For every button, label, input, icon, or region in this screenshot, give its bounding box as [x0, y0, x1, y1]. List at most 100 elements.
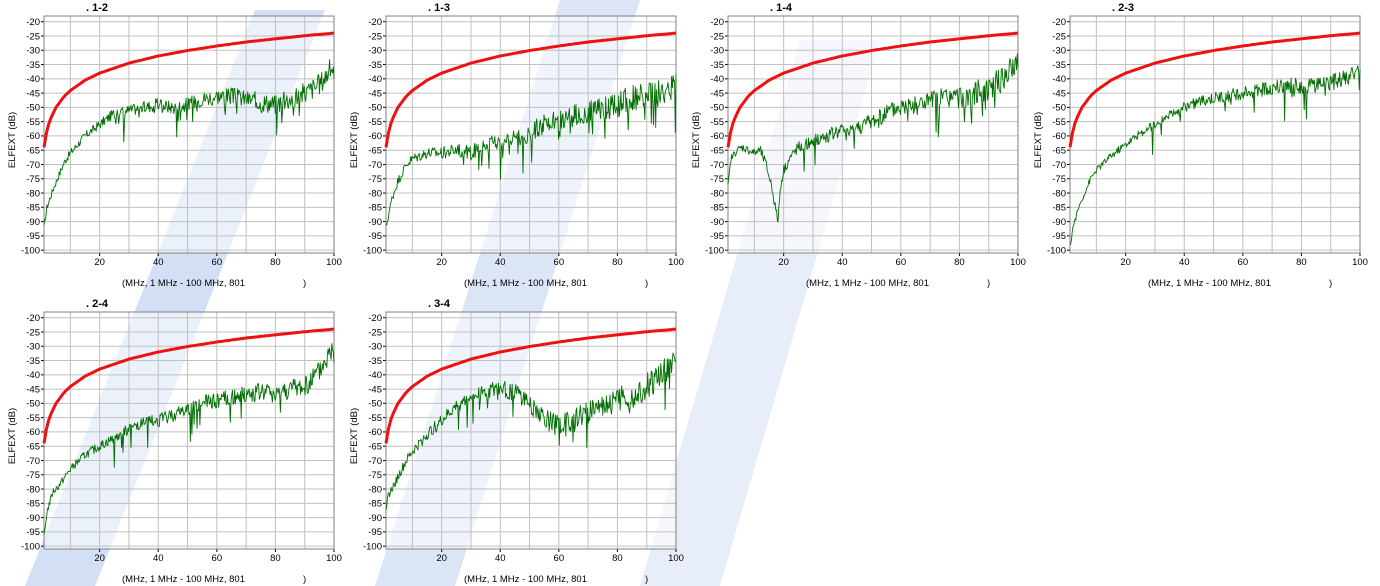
- y-tick-label: -60: [26, 427, 40, 438]
- y-tick-label: -20: [1052, 17, 1066, 28]
- measured-series-line: [43, 343, 335, 535]
- x-axis-label-close: ): [1329, 278, 1332, 289]
- chart-svg-1-2: . 1-2 ELFEXT (dB) (MHz, 1 MHz - 100 MHz,…: [7, 2, 342, 289]
- x-tick-label: 20: [778, 257, 789, 268]
- chart-panel-3-4: . 3-4 ELFEXT (dB) (MHz, 1 MHz - 100 MHz,…: [342, 296, 684, 586]
- measured-series-line: [385, 74, 677, 226]
- x-tick-label: 100: [326, 257, 342, 268]
- y-tick-label: -75: [1052, 174, 1066, 185]
- limit-series-line: [384, 31, 677, 148]
- x-tick-label: 20: [1120, 257, 1131, 268]
- y-axis-label: ELFEXT (dB): [349, 112, 360, 168]
- x-axis-label: (MHz, 1 MHz - 100 MHz, 801: [122, 574, 245, 585]
- y-tick-label: -85: [26, 499, 40, 510]
- y-tick-label: -50: [26, 399, 40, 410]
- y-tick-label: -55: [26, 117, 40, 128]
- y-tick-label: -20: [368, 17, 382, 28]
- y-tick-label: -65: [26, 442, 40, 453]
- y-tick-label: -65: [1052, 146, 1066, 157]
- x-tick-label: 40: [1179, 257, 1190, 268]
- x-tick-label: 60: [554, 553, 565, 564]
- x-tick-label: 40: [837, 257, 848, 268]
- chart-svg-2-4: . 2-4 ELFEXT (dB) (MHz, 1 MHz - 100 MHz,…: [7, 298, 342, 585]
- y-axis-label: ELFEXT (dB): [1033, 112, 1044, 168]
- plot-area: [728, 16, 1018, 253]
- limit-series-line: [42, 327, 335, 444]
- y-tick-label: -85: [1052, 203, 1066, 214]
- y-axis-label: ELFEXT (dB): [7, 112, 18, 168]
- limit-series-line: [384, 327, 677, 444]
- y-tick-label: -35: [26, 60, 40, 71]
- chart-panel-1-2: . 1-2 ELFEXT (dB) (MHz, 1 MHz - 100 MHz,…: [0, 0, 342, 290]
- y-tick-label: -60: [710, 131, 724, 142]
- y-tick-label: -95: [26, 231, 40, 242]
- x-tick-label: 20: [436, 553, 447, 564]
- y-tick-label: -60: [26, 131, 40, 142]
- y-tick-label: -45: [368, 88, 382, 99]
- chart-title: . 2-3: [1112, 2, 1134, 14]
- y-tick-label: -25: [1052, 31, 1066, 42]
- y-tick-label: -20: [26, 17, 40, 28]
- plot-area: [1070, 16, 1360, 253]
- y-tick-label: -95: [368, 527, 382, 538]
- y-tick-label: -80: [1052, 188, 1066, 199]
- y-tick-label: -85: [26, 203, 40, 214]
- y-tick-label: -70: [1052, 160, 1066, 171]
- y-tick-label: -50: [1052, 103, 1066, 114]
- x-tick-label: 40: [153, 553, 164, 564]
- measured-series-line: [385, 352, 677, 511]
- y-tick-label: -40: [26, 74, 40, 85]
- y-tick-label: -80: [26, 484, 40, 495]
- y-tick-label: -95: [368, 231, 382, 242]
- x-tick-label: 100: [668, 257, 684, 268]
- measured-series-line: [43, 59, 335, 225]
- y-tick-label: -55: [1052, 117, 1066, 128]
- limit-series-line: [42, 31, 335, 148]
- y-tick-label: -50: [368, 103, 382, 114]
- y-axis-label: ELFEXT (dB): [691, 112, 702, 168]
- plot-area: [44, 16, 334, 253]
- y-tick-label: -40: [1052, 74, 1066, 85]
- plot-frame: [385, 311, 677, 550]
- y-tick-label: -35: [368, 356, 382, 367]
- y-tick-label: -55: [368, 117, 382, 128]
- y-tick-label: -100: [363, 245, 382, 256]
- chart-panel-1-4: . 1-4 ELFEXT (dB) (MHz, 1 MHz - 100 MHz,…: [684, 0, 1026, 290]
- x-tick-label: 100: [1010, 257, 1026, 268]
- y-tick-label: -80: [368, 484, 382, 495]
- chart-svg-1-4: . 1-4 ELFEXT (dB) (MHz, 1 MHz - 100 MHz,…: [691, 2, 1026, 289]
- y-tick-label: -35: [1052, 60, 1066, 71]
- chart-svg-2-3: . 2-3 ELFEXT (dB) (MHz, 1 MHz - 100 MHz,…: [1033, 2, 1368, 289]
- y-tick-label: -30: [368, 46, 382, 57]
- plot-area: [44, 312, 334, 549]
- y-tick-label: -55: [368, 413, 382, 424]
- y-tick-label: -20: [368, 313, 382, 324]
- x-tick-label: 80: [612, 553, 623, 564]
- x-tick-label: 20: [94, 553, 105, 564]
- y-axis-label: ELFEXT (dB): [7, 408, 18, 464]
- x-axis-label-close: ): [303, 574, 306, 585]
- y-tick-label: -30: [710, 46, 724, 57]
- chart-panel-1-3: . 1-3 ELFEXT (dB) (MHz, 1 MHz - 100 MHz,…: [342, 0, 684, 290]
- limit-series-line: [1068, 31, 1361, 148]
- plot-frame: [1069, 15, 1361, 254]
- y-tick-label: -20: [26, 313, 40, 324]
- y-tick-label: -25: [368, 31, 382, 42]
- y-tick-label: -40: [26, 370, 40, 381]
- y-tick-label: -75: [368, 174, 382, 185]
- limit-series-line: [726, 31, 1019, 148]
- y-tick-label: -25: [368, 327, 382, 338]
- y-tick-label: -75: [26, 470, 40, 481]
- y-tick-label: -30: [368, 342, 382, 353]
- x-tick-label: 40: [495, 553, 506, 564]
- x-tick-label: 100: [668, 553, 684, 564]
- y-tick-label: -95: [1052, 231, 1066, 242]
- chart-panel-2-3: . 2-3 ELFEXT (dB) (MHz, 1 MHz - 100 MHz,…: [1026, 0, 1368, 290]
- plot-frame: [385, 15, 677, 254]
- y-tick-label: -50: [368, 399, 382, 410]
- x-tick-label: 20: [436, 257, 447, 268]
- measured-series-line: [727, 53, 1019, 223]
- y-tick-label: -30: [26, 342, 40, 353]
- y-tick-label: -65: [368, 146, 382, 157]
- x-tick-label: 40: [495, 257, 506, 268]
